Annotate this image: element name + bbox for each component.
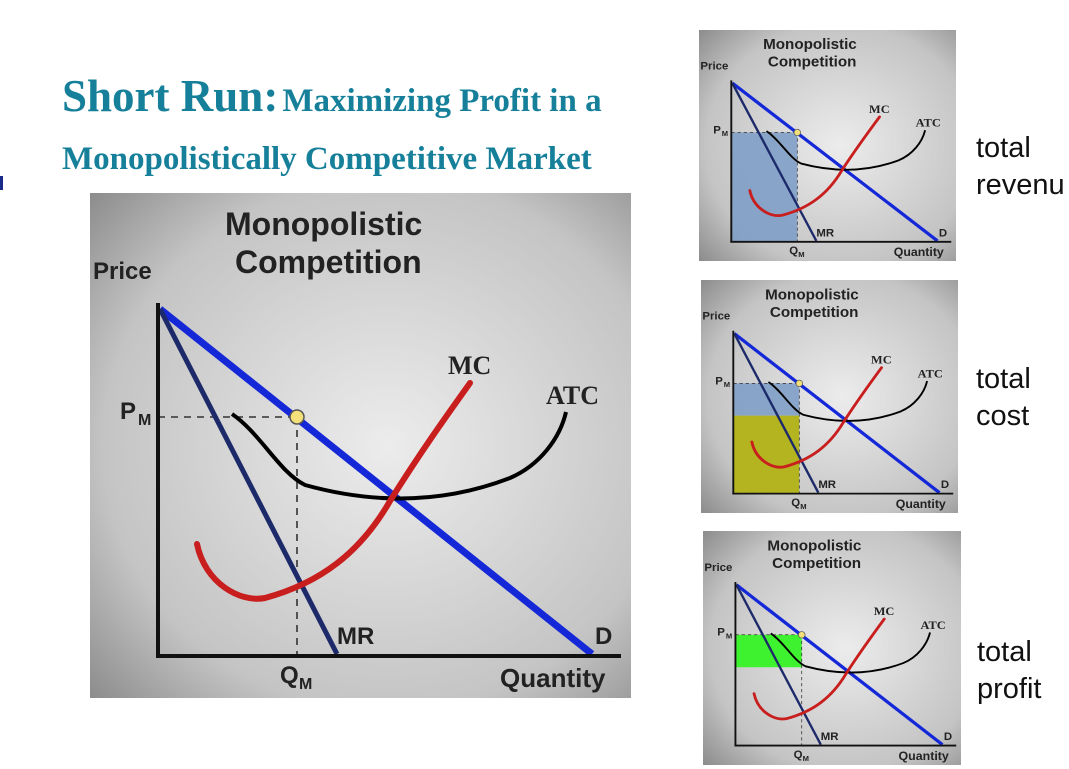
diagram-title-line1: Monopolistic xyxy=(767,538,861,555)
quantity-axis-label: Quantity xyxy=(896,497,946,511)
pm-label: P xyxy=(717,627,725,639)
demand-curve xyxy=(157,306,595,657)
diagram-title-line2: Competition xyxy=(770,304,859,321)
mr-label: MR xyxy=(821,731,839,743)
main-diagram: Monopolistic Competition Price Quantity P M Q M… xyxy=(90,193,631,698)
atc-curve xyxy=(230,411,568,501)
label-total-revenue-line2: revenu xyxy=(976,169,1065,201)
profit-max-point xyxy=(793,128,802,137)
d-label: D xyxy=(595,623,612,650)
label-total-cost-line2: cost xyxy=(976,400,1030,432)
label-total-revenue: total revenu xyxy=(976,130,1065,204)
quantity-axis-label: Quantity xyxy=(899,749,949,763)
profit-strip-area xyxy=(733,383,800,416)
mr-label: MR xyxy=(337,623,374,650)
pm-label: P xyxy=(715,375,723,387)
qm-label: Q xyxy=(280,662,299,689)
qm-subscript: M xyxy=(299,676,312,693)
mc-curve xyxy=(748,115,881,217)
qm-subscript: M xyxy=(803,754,809,763)
atc-label: ATC xyxy=(546,381,599,410)
quantity-axis-label: Quantity xyxy=(894,245,944,259)
label-total-cost: total cost xyxy=(976,361,1031,435)
pm-subscript: M xyxy=(726,632,732,641)
profit-max-point xyxy=(795,379,804,387)
pm-label: P xyxy=(120,398,136,425)
diagram-title-line2: Competition xyxy=(768,54,857,71)
pm-subscript: M xyxy=(724,380,730,389)
slide-title: Short Run: Maximizing Profit in a Monopo… xyxy=(62,70,702,185)
diagram-title-line2: Competition xyxy=(235,244,422,280)
title-line-2: Monopolistically Competitive Market xyxy=(62,141,592,177)
label-total-cost-line1: total xyxy=(976,363,1031,395)
qm-label: Q xyxy=(789,245,798,257)
qm-label: Q xyxy=(791,497,800,509)
label-total-revenue-line1: total xyxy=(976,132,1031,164)
mc-curve xyxy=(750,366,883,469)
mr-label: MR xyxy=(816,227,834,239)
demand-curve xyxy=(735,583,944,746)
diagram-title-line1: Monopolistic xyxy=(763,36,857,53)
qm-label: Q xyxy=(794,749,803,761)
mc-label: MC xyxy=(448,351,491,380)
mr-curve xyxy=(735,584,822,746)
d-label: D xyxy=(941,479,949,491)
d-label: D xyxy=(944,731,952,743)
label-total-profit-line1: total xyxy=(977,636,1032,668)
profit-max-point xyxy=(289,409,305,425)
title-short-run: Short Run: xyxy=(62,71,279,121)
total-profit-area xyxy=(735,634,802,668)
price-axis-label: Price xyxy=(700,61,728,73)
mr-label: MR xyxy=(818,479,836,491)
diagram-title-line1: Monopolistic xyxy=(765,287,859,304)
mc-label: MC xyxy=(869,102,890,116)
profit-max-point xyxy=(798,631,806,639)
atc-label: ATC xyxy=(918,367,943,381)
pm-subscript: M xyxy=(138,412,151,429)
mr-curve xyxy=(157,307,340,656)
total-cost-area xyxy=(733,415,800,494)
demand-curve xyxy=(731,81,939,243)
demand-curve xyxy=(733,332,941,494)
mr-curve xyxy=(731,82,818,242)
diagram-total-revenue: Monopolistic Competition Price Quantity P M Q M… xyxy=(699,30,956,261)
diagram-total-profit: Monopolistic Competition Price Quantity P M Q M… xyxy=(703,531,961,765)
mc-label: MC xyxy=(871,353,892,367)
pm-label: P xyxy=(713,125,721,137)
diagram-total-cost: Monopolistic Competition Price Quantity P M Q M… xyxy=(701,280,958,513)
price-axis-label: Price xyxy=(704,562,732,574)
mc-curve xyxy=(194,380,473,602)
atc-label: ATC xyxy=(916,116,941,130)
qm-subscript: M xyxy=(798,250,804,259)
diagram-title-line2: Competition xyxy=(772,555,861,572)
atc-curve xyxy=(765,129,927,171)
pm-subscript: M xyxy=(722,129,728,138)
quantity-axis-label: Quantity xyxy=(500,663,606,693)
label-total-profit-line2: profit xyxy=(977,673,1042,705)
mc-label: MC xyxy=(874,604,895,618)
price-axis-label: Price xyxy=(93,258,152,285)
atc-label: ATC xyxy=(920,618,945,632)
price-axis-label: Price xyxy=(702,311,730,323)
label-total-profit: total profit xyxy=(977,634,1041,708)
qm-subscript: M xyxy=(800,502,806,511)
d-label: D xyxy=(939,227,947,239)
title-maximizing: Maximizing Profit in a xyxy=(282,83,602,119)
atc-curve xyxy=(770,632,931,674)
edge-marker xyxy=(0,176,3,190)
diagram-title-line1: Monopolistic xyxy=(225,206,422,242)
mc-curve xyxy=(752,617,886,721)
mr-curve xyxy=(733,332,820,494)
atc-curve xyxy=(767,380,929,422)
